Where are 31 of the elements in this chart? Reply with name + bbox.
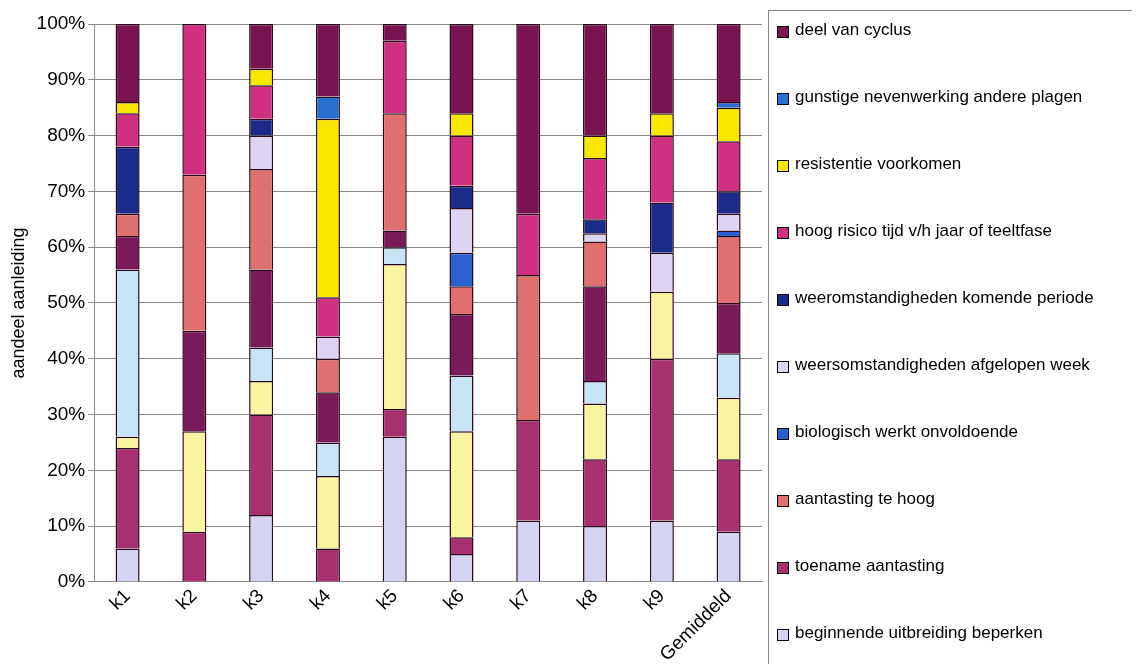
legend-label: resistentie voorkomen (795, 153, 962, 175)
y-tick-label: 0% (57, 570, 86, 592)
y-tick-label: 50% (47, 291, 86, 313)
x-tick-label: k3 (238, 584, 268, 614)
legend-label: hoog risico tijd v/h jaar of teeltfase (795, 220, 1053, 242)
legend-label: biologisch werkt onvoldoende (795, 421, 1019, 443)
x-tick-label: k8 (572, 584, 602, 614)
x-tick-label: k6 (438, 584, 469, 614)
y-tick-label: 70% (47, 179, 86, 201)
y-tick-label: 20% (47, 458, 86, 480)
x-tick-label: k7 (505, 584, 535, 614)
legend-label: weeromstandigheden komende periode (795, 287, 1094, 309)
x-tick-label: k5 (372, 584, 402, 614)
x-tick-label: k4 (305, 584, 335, 614)
y-tick-label: 60% (47, 235, 86, 257)
x-tick-label: k2 (171, 584, 201, 614)
y-tick-label: 40% (47, 346, 86, 368)
y-tick-label: 90% (47, 68, 86, 90)
y-tick-label: 80% (47, 123, 86, 145)
x-tick-label: k1 (105, 584, 135, 614)
legend-label: gunstige nevenwerking andere plagen (795, 86, 1083, 108)
legend-label: toename aantasting (795, 555, 945, 577)
legend-label: deel van cyclus (795, 19, 912, 41)
y-tick-label: 100% (36, 12, 86, 34)
y-tick-label: 10% (47, 514, 86, 536)
legend-label: beginnende uitbreiding beperken (795, 622, 1043, 644)
y-axis-title: aandeel aanleiding (7, 227, 28, 379)
y-tick-label: 30% (47, 402, 86, 424)
legend-label: aantasting te hoog (795, 488, 935, 510)
x-tick-label: k9 (639, 584, 669, 614)
legend-label: weersomstandigheden afgelopen week (795, 354, 1090, 376)
